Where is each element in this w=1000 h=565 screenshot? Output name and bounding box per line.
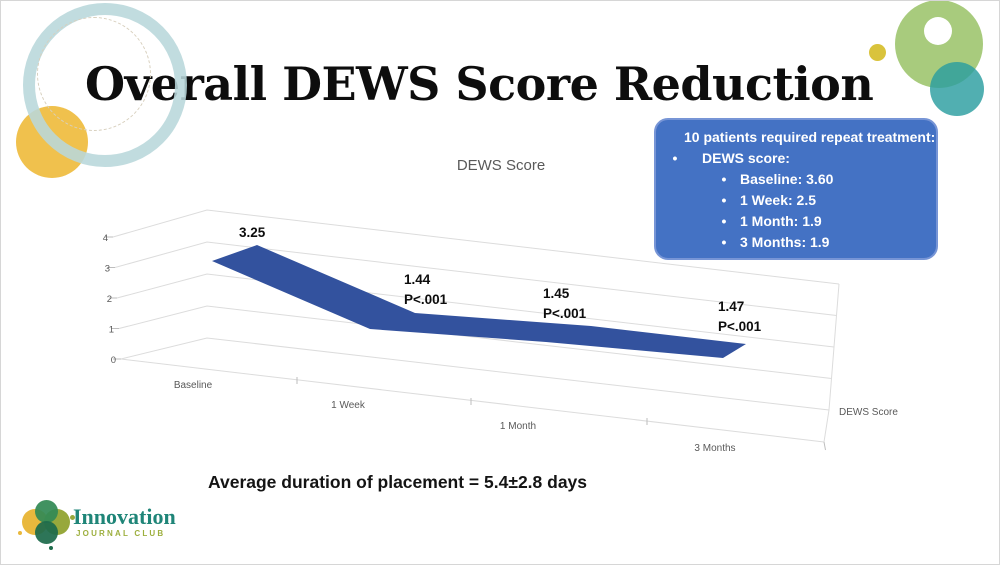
slide-title: Overall DEWS Score Reduction	[85, 57, 874, 111]
chart-title: DEWS Score	[456, 157, 546, 174]
data-label-1week-pvalue: P<.001	[404, 292, 448, 307]
logo-green-circle-bottom-icon	[35, 521, 58, 544]
callout-item-text: 1 Month: 1.9	[740, 213, 822, 229]
callout-item-text: 1 Week: 2.5	[740, 192, 817, 208]
logo-name: Innovation	[73, 504, 176, 529]
bullet-icon: •	[721, 171, 727, 187]
decor-donut-hole	[924, 17, 952, 45]
ytick-label-4: 4	[103, 233, 108, 244]
bullet-icon: •	[721, 192, 727, 208]
callout-heading: 10 patients required repeat treatment:	[684, 129, 936, 145]
logo-dot-icon	[49, 546, 53, 550]
data-label-1month-pvalue: P<.001	[543, 306, 587, 321]
data-label-baseline-value: 3.25	[239, 225, 266, 240]
callout-item-1-week: • 1 Week: 2.5	[664, 190, 928, 211]
callout-item-1-month: • 1 Month: 1.9	[664, 211, 928, 232]
ytick-label-0: 0	[111, 355, 116, 366]
bullet-icon: •	[721, 234, 727, 250]
category-tick-4	[823, 441, 826, 451]
gridline-y1	[118, 305, 832, 379]
logo-subtitle: JOURNAL CLUB	[76, 529, 166, 538]
category-label-1-month: 1 Month	[500, 421, 536, 432]
callout-item-text: DEWS score:	[702, 150, 790, 166]
decor-teal-circle-top-right	[930, 62, 984, 116]
ytick-label-3: 3	[105, 264, 110, 275]
decor-yellow-dot-top-right	[869, 44, 886, 61]
gridline-y0	[120, 337, 830, 411]
callout-item-text: Baseline: 3.60	[740, 171, 834, 187]
data-label-1month-value: 1.45	[543, 286, 570, 301]
data-label-3months-value: 1.47	[718, 299, 744, 314]
category-label-3-months: 3 Months	[694, 443, 735, 454]
data-label-3months-pvalue: P<.001	[718, 319, 762, 334]
logo-green-circle-top-icon	[35, 500, 58, 523]
average-duration-footnote: Average duration of placement = 5.4±2.8 …	[208, 472, 588, 492]
callout-item-text: 3 Months: 1.9	[740, 234, 830, 250]
innovation-journal-club-logo: Innovation JOURNAL CLUB	[1, 495, 261, 561]
gridline-y2	[116, 273, 835, 348]
right-wall-edge	[823, 283, 840, 443]
bullet-icon: •	[721, 213, 727, 229]
data-label-1week-value: 1.44	[404, 272, 431, 287]
bullet-icon: •	[672, 150, 678, 166]
category-label-baseline: Baseline	[174, 380, 213, 391]
callout-item-3-months: • 3 Months: 1.9	[664, 232, 928, 253]
callout-item-dews-score: • DEWS score:	[664, 148, 928, 169]
series-axis-label: DEWS Score	[839, 407, 898, 418]
dews-score-ribbon	[212, 245, 746, 358]
category-label-1-week: 1 Week	[331, 400, 366, 411]
decor-dashed-circle-top-left	[37, 17, 151, 131]
logo-dot-icon	[18, 531, 22, 535]
logo-dot-icon	[70, 515, 75, 520]
ytick-label-1: 1	[109, 325, 114, 336]
ytick-label-2: 2	[107, 294, 112, 305]
repeat-treatment-callout: 10 patients required repeat treatment: •…	[654, 118, 938, 260]
floor-front-edge	[120, 358, 825, 443]
callout-item-baseline: • Baseline: 3.60	[664, 169, 928, 190]
